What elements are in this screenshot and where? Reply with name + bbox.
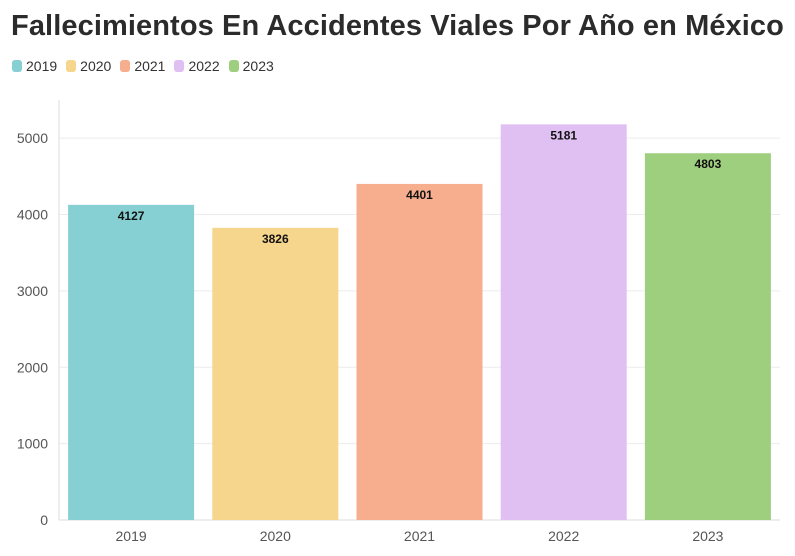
bar-2019 [68, 204, 195, 520]
bar-2021 [356, 183, 483, 520]
legend-item-2022: 2022 [174, 58, 220, 74]
bar-2022 [500, 124, 627, 521]
x-tick-label-2022: 2022 [548, 528, 579, 544]
y-tick-label: 1000 [17, 436, 48, 452]
legend-label: 2023 [242, 58, 274, 74]
bar-2020 [212, 227, 339, 520]
y-tick-label: 4000 [17, 207, 48, 223]
legend-swatch [66, 60, 77, 72]
x-tick-label-2023: 2023 [692, 528, 723, 544]
data-label-2019: 4127 [118, 209, 145, 223]
legend-swatch [12, 60, 22, 72]
legend-item-2021: 2021 [120, 58, 165, 74]
legend-item-2023: 2023 [228, 58, 274, 74]
legend-swatch [120, 60, 131, 72]
legend-item-2020: 2020 [66, 58, 111, 74]
bar-2023 [644, 153, 771, 520]
y-tick-label: 2000 [17, 359, 48, 375]
y-tick-label: 0 [40, 512, 48, 528]
x-tick-label-2019: 2019 [116, 528, 147, 544]
legend: 2019 2020 2021 2022 2023 [12, 58, 283, 74]
chart-title: Fallecimientos En Accidentes Viales Por … [11, 10, 784, 42]
y-tick-label: 5000 [17, 130, 48, 146]
legend-swatch [228, 60, 239, 72]
data-label-2020: 3826 [262, 232, 289, 246]
x-tick-label-2021: 2021 [404, 528, 435, 544]
legend-label: 2022 [188, 58, 220, 74]
legend-label: 2020 [80, 58, 112, 74]
y-tick-label: 3000 [17, 283, 48, 299]
legend-label: 2021 [134, 58, 166, 74]
data-label-2021: 4401 [406, 188, 433, 202]
data-label-2022: 5181 [550, 128, 577, 142]
data-label-2023: 4803 [695, 157, 722, 171]
legend-label: 2019 [26, 58, 58, 74]
legend-item-2019: 2019 [12, 58, 57, 74]
legend-swatch [174, 60, 185, 72]
x-tick-label-2020: 2020 [260, 528, 291, 544]
